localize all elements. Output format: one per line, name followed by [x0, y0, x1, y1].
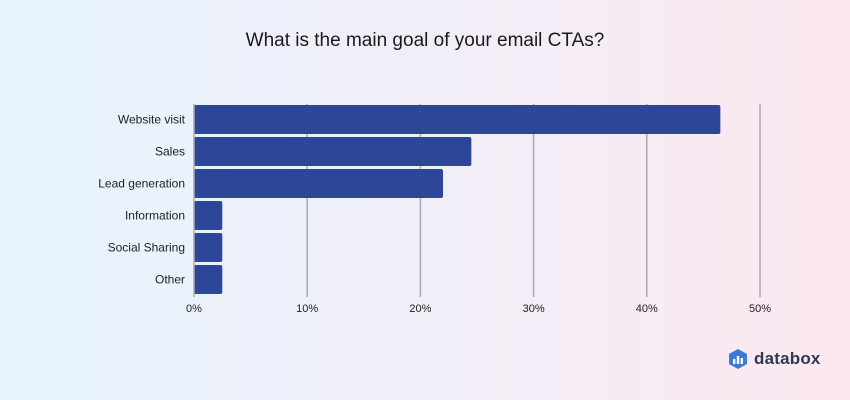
category-label: Website visit: [118, 113, 186, 127]
x-axis-ticks: 0% 10% 20% 30% 40% 50%: [186, 303, 771, 315]
x-tick-label: 0%: [186, 303, 202, 315]
bar: [194, 233, 223, 262]
databox-logo-icon: [729, 349, 747, 369]
chart-title: What is the main goal of your email CTAs…: [245, 30, 605, 51]
category-label: Lead generation: [98, 177, 185, 191]
bar: [194, 169, 444, 198]
grid-lines: [306, 104, 761, 297]
bar: [194, 137, 472, 166]
category-labels: Website visit Sales Lead generation Informa…: [98, 113, 185, 287]
x-tick-label: 30%: [523, 303, 545, 315]
bar: [194, 265, 223, 294]
bar: [194, 105, 721, 134]
brand-name: databox: [754, 349, 821, 368]
category-label: Information: [125, 209, 185, 223]
bar: [194, 201, 223, 230]
bars: [194, 105, 721, 294]
x-tick-label: 40%: [636, 303, 658, 315]
x-tick-label: 10%: [296, 303, 318, 315]
x-tick-label: 50%: [749, 303, 771, 315]
category-label: Other: [155, 273, 185, 287]
category-label: Social Sharing: [108, 241, 185, 255]
category-label: Sales: [155, 145, 185, 159]
x-tick-label: 20%: [409, 303, 431, 315]
databox-logo: databox: [728, 346, 821, 372]
